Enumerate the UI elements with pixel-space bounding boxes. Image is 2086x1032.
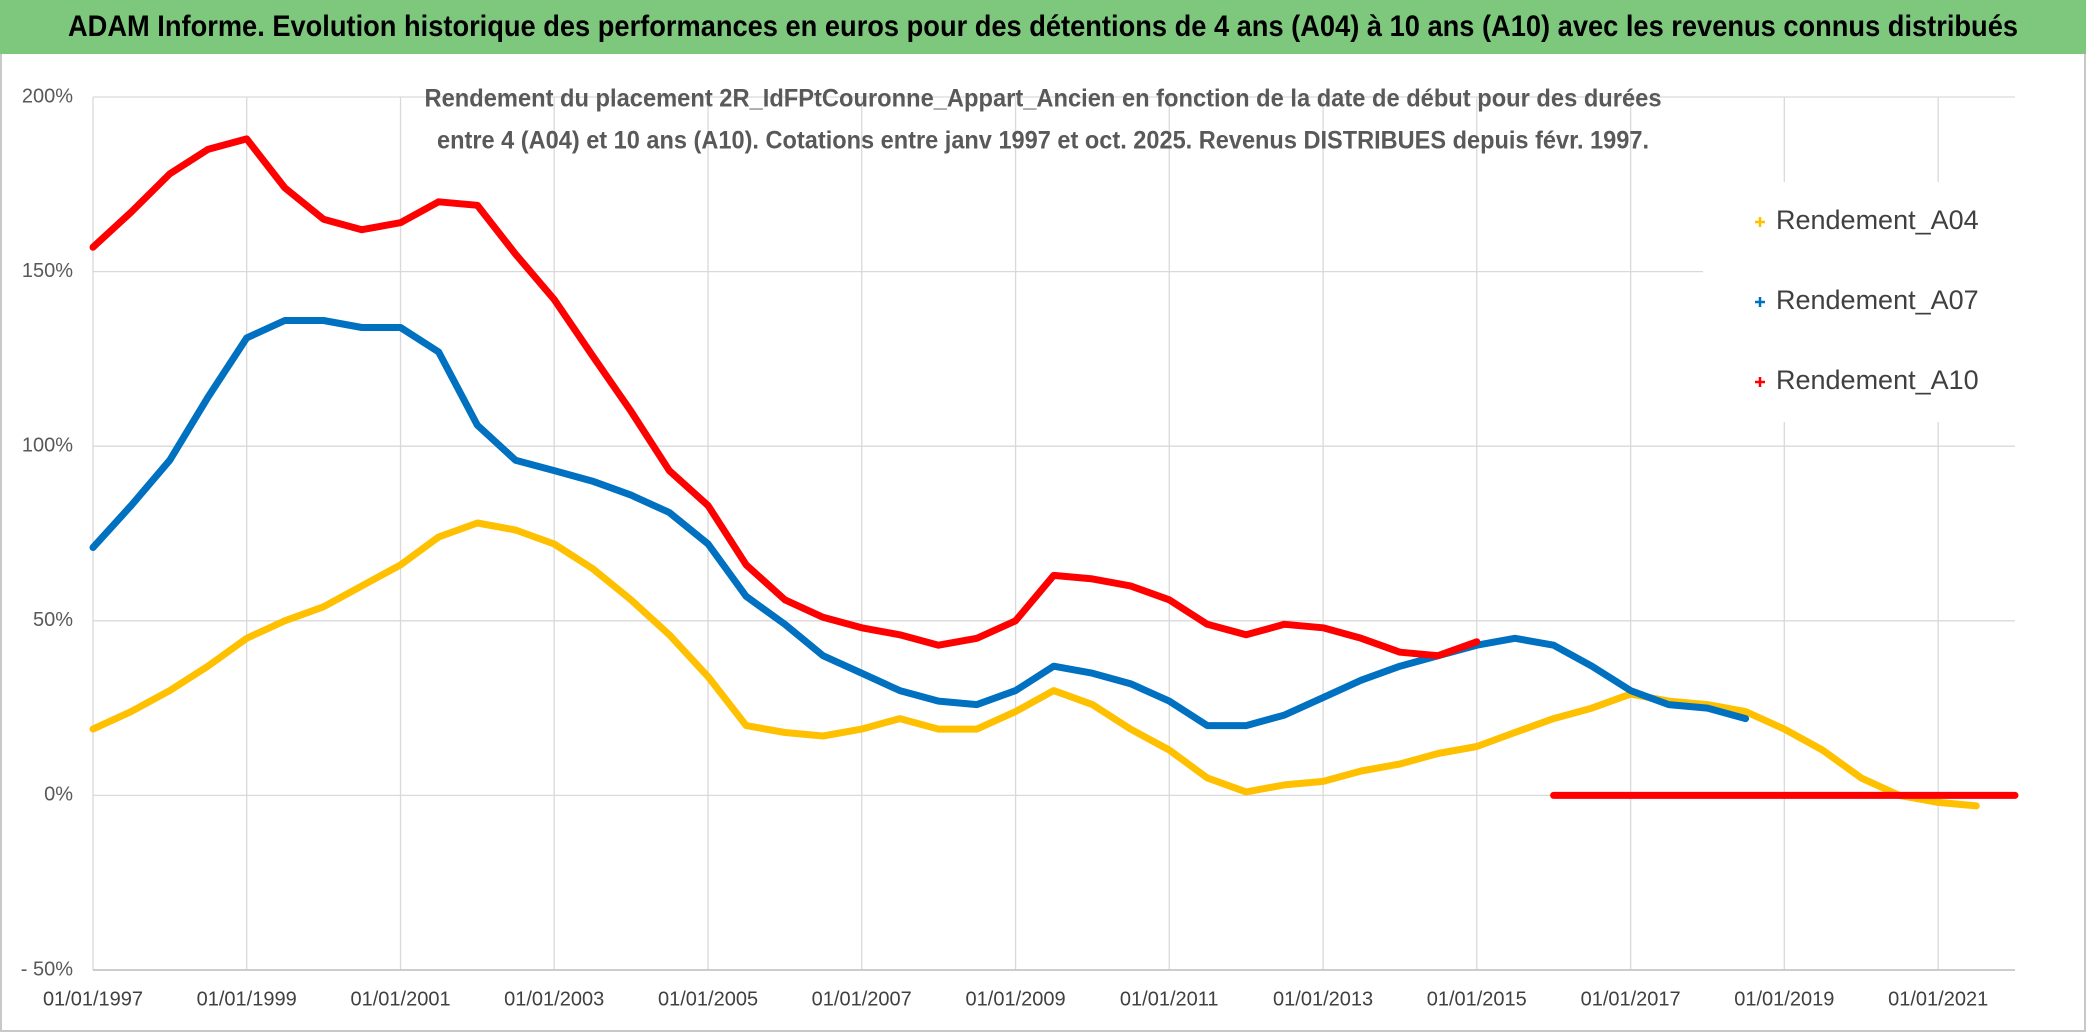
series-line — [89, 135, 2019, 799]
y-tick-label: 150% — [22, 260, 73, 282]
x-tick-label: 01/01/2019 — [1734, 988, 1834, 1010]
x-tick-label: 01/01/1999 — [197, 988, 297, 1010]
y-tick-label: 100% — [22, 434, 73, 456]
x-tick-label: 01/01/2009 — [966, 988, 1066, 1010]
y-tick-label: 50% — [33, 609, 73, 631]
x-tick-label: 01/01/2017 — [1581, 988, 1681, 1010]
chart-subtitle: Rendement du placement 2R_IdFPtCouronne_… — [425, 85, 1662, 113]
x-tick-label: 01/01/2021 — [1888, 988, 1988, 1010]
x-tick-label: 01/01/2003 — [504, 988, 604, 1010]
legend-marker — [1755, 377, 1765, 387]
chart-subtitle: entre 4 (A04) et 10 ans (A10). Cotations… — [437, 127, 1649, 155]
x-tick-label: 01/01/2011 — [1120, 988, 1219, 1010]
legend-marker — [1755, 297, 1765, 307]
y-tick-label: - 50% — [21, 958, 73, 980]
x-tick-label: 01/01/2015 — [1427, 988, 1527, 1010]
legend-label: Rendement_A07 — [1776, 285, 1979, 315]
y-tick-label: 0% — [44, 784, 73, 806]
legend-marker — [1755, 217, 1765, 227]
legend-label: Rendement_A04 — [1776, 205, 1979, 235]
x-tick-label: 01/01/1997 — [43, 988, 143, 1010]
x-tick-label: 01/01/2005 — [658, 988, 758, 1010]
chart-title: ADAM Informe. Evolution historique des p… — [68, 10, 2018, 43]
x-tick-label: 01/01/2013 — [1273, 988, 1373, 1010]
y-tick-label: 200% — [22, 85, 73, 107]
x-tick-label: 01/01/2007 — [812, 988, 912, 1010]
x-tick-label: 01/01/2001 — [350, 988, 450, 1010]
legend-label: Rendement_A10 — [1776, 365, 1979, 395]
title-bar — [0, 0, 2086, 54]
